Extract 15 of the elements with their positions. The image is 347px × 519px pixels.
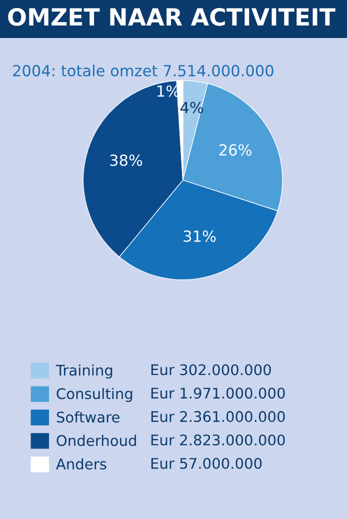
chart-subtitle: 2004: totale omzet 7.514.000.000 <box>13 64 274 76</box>
text: Eur 57.000.000 <box>151 458 262 469</box>
chart-title: OMZET NAAR ACTIVITEIT <box>8 8 336 26</box>
data-label: 31% <box>184 230 216 242</box>
text: Eur 302.000.000 <box>151 364 271 376</box>
legend-label: Training <box>56 364 112 379</box>
legend-label: Consulting <box>56 388 132 402</box>
data-label: 26% <box>219 144 252 156</box>
text: Eur 2.823.000.000 <box>151 434 285 446</box>
text: Eur 2.361.000.000 <box>151 411 285 422</box>
legend-label: Anders <box>56 458 106 470</box>
data-label: 38% <box>110 154 142 166</box>
legend-label: Onderhoud <box>56 434 136 446</box>
text: Eur 1.971.000.000 <box>151 388 285 399</box>
legend-label: Software <box>56 411 120 423</box>
